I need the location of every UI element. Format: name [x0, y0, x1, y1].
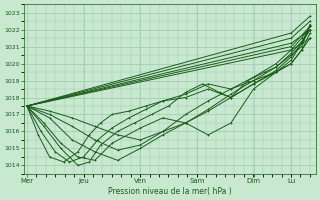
X-axis label: Pression niveau de la mer( hPa ): Pression niveau de la mer( hPa )	[108, 187, 232, 196]
